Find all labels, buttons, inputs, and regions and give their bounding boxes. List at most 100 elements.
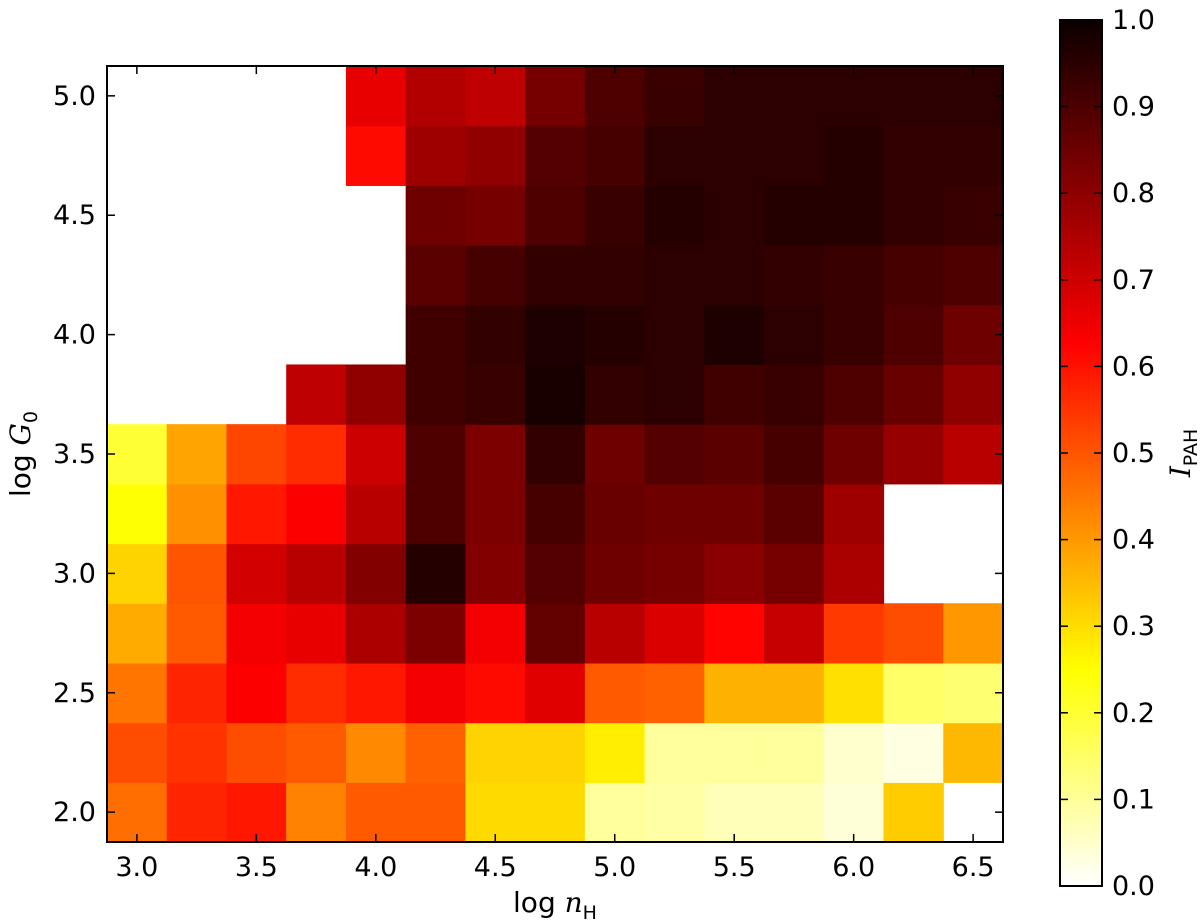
heatmap-cell — [405, 424, 466, 485]
heatmap-cell — [405, 543, 466, 604]
heatmap-cell — [286, 603, 347, 664]
colorbar-tick-label: 0.0 — [1112, 871, 1155, 902]
heatmap-cell — [525, 185, 586, 246]
heatmap-cell — [644, 125, 705, 186]
heatmap-cell — [883, 304, 944, 366]
heatmap-cell — [345, 125, 407, 186]
heatmap-cell — [345, 543, 407, 604]
heatmap-cell — [883, 662, 944, 724]
heatmap-cell — [644, 424, 705, 485]
heatmap-cell — [943, 722, 1004, 783]
heatmap-cell — [166, 543, 228, 604]
heatmap-cell — [704, 364, 765, 425]
x-axis: 3.0 3.5 4.0 4.5 5.0 5.5 6.0 6.5 — [115, 66, 995, 883]
heatmap-cell — [584, 603, 646, 664]
heatmap-cell — [107, 782, 168, 843]
heatmap-cell — [525, 424, 586, 485]
heatmap-cell — [584, 245, 646, 306]
heatmap-cell — [465, 782, 526, 843]
heatmap-cell — [883, 185, 944, 246]
heatmap-cell — [226, 722, 287, 783]
colorbar-tick-label: 0.4 — [1112, 525, 1155, 556]
heatmap-cell — [584, 782, 646, 843]
heatmap-cell — [286, 543, 347, 604]
heatmap-cell — [465, 662, 526, 724]
heatmap-cell — [584, 543, 646, 604]
heatmap-cell — [465, 424, 526, 485]
heatmap-cell — [764, 782, 825, 843]
heatmap-cell — [166, 483, 228, 545]
heatmap-cell — [584, 662, 646, 724]
x-tick-label: 3.5 — [235, 852, 278, 883]
heatmap-cell — [644, 304, 705, 366]
heatmap-cell — [883, 125, 944, 186]
colorbar-axis: 0.0 0.1 0.2 0.3 0.4 0.5 0.6 0.7 0.8 0.9 1.0 — [1060, 5, 1155, 902]
colorbar-tick-label: 0.2 — [1112, 698, 1155, 729]
x-axis-label: log nH — [513, 886, 597, 922]
heatmap-cell — [704, 304, 765, 366]
heatmap-cell — [525, 483, 586, 545]
heatmap-cell — [823, 304, 885, 366]
x-tick-label: 6.0 — [832, 852, 875, 883]
heatmap-cell — [226, 543, 287, 604]
heatmap-cell — [883, 66, 944, 127]
heatmap-cell — [644, 543, 705, 604]
y-tick-label: 3.0 — [53, 558, 96, 589]
heatmap-cell — [525, 125, 586, 186]
heatmap-cell — [704, 66, 765, 127]
heatmap-cell — [345, 662, 407, 724]
heatmap-cell — [823, 424, 885, 485]
heatmap-cell — [823, 782, 885, 843]
heatmap-cell — [883, 424, 944, 485]
x-tick-label: 4.5 — [474, 852, 517, 883]
heatmap-cell — [704, 722, 765, 783]
y-axis-label: log G0 — [4, 411, 42, 497]
heatmap-cell — [943, 662, 1004, 724]
heatmap-cell — [883, 245, 944, 306]
x-tick-label: 3.0 — [115, 852, 158, 883]
heatmap-cell — [584, 66, 646, 127]
heatmap-cell — [166, 722, 228, 783]
heatmap-cell — [883, 782, 944, 843]
heatmap-cell — [405, 185, 466, 246]
heatmap-cell — [823, 543, 885, 604]
heatmap-cell — [166, 603, 228, 664]
heatmap-cell — [226, 483, 287, 545]
heatmap-cell — [525, 66, 586, 127]
heatmap-cell — [823, 662, 885, 724]
heatmap-cell — [704, 483, 765, 545]
colorbar-tick-label: 0.3 — [1112, 611, 1155, 642]
colorbar-tick-label: 0.9 — [1112, 92, 1155, 123]
heatmap-cell — [107, 483, 168, 545]
x-tick-label: 4.0 — [354, 852, 397, 883]
heatmap-cell — [704, 543, 765, 604]
heatmap-cell — [943, 245, 1004, 306]
heatmap-cell — [584, 304, 646, 366]
heatmap-cell — [465, 245, 526, 306]
heatmap-cell — [584, 125, 646, 186]
heatmap-cell — [525, 543, 586, 604]
colorbar-tick-label: 0.8 — [1112, 178, 1155, 209]
heatmap-cell — [943, 603, 1004, 664]
heatmap-cell — [644, 483, 705, 545]
heatmap-cell — [345, 483, 407, 545]
heatmap-cell — [704, 245, 765, 306]
heatmap-cell — [764, 722, 825, 783]
y-tick-label: 2.5 — [53, 678, 96, 709]
heatmap-cell — [465, 483, 526, 545]
heatmap-cell — [943, 424, 1004, 485]
heatmap-cell — [107, 603, 168, 664]
colorbar-tick-label: 1.0 — [1112, 5, 1155, 36]
heatmap-cell — [345, 722, 407, 783]
heatmap-cell — [286, 662, 347, 724]
heatmap-cell — [644, 185, 705, 246]
x-tick-label: 5.0 — [593, 852, 636, 883]
heatmap-cell — [764, 424, 825, 485]
heatmap-cell — [764, 364, 825, 425]
y-tick-label: 5.0 — [53, 81, 96, 112]
heatmap-cell — [465, 185, 526, 246]
heatmap-cell — [405, 722, 466, 783]
heatmap-cell — [465, 304, 526, 366]
heatmap-cell — [286, 483, 347, 545]
